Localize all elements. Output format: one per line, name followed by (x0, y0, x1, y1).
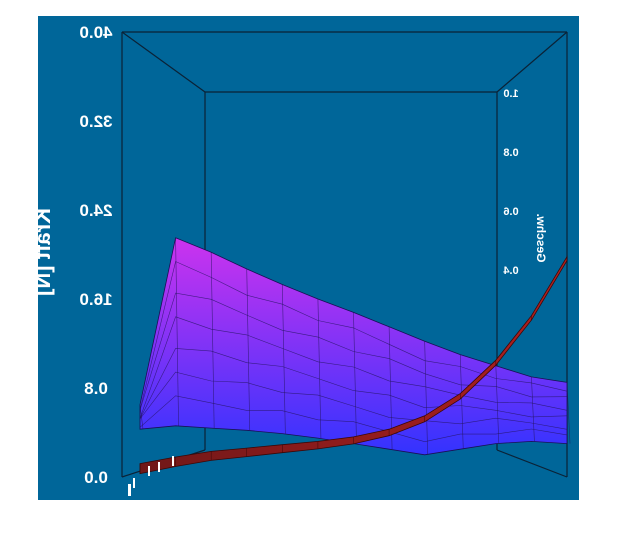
mesh-col-line (317, 298, 322, 439)
right-tick-label: 0.6 (503, 206, 518, 218)
frame-edge (121, 31, 206, 93)
mesh-col-line (210, 252, 215, 429)
mesh-row-line (139, 316, 568, 419)
small-mark (148, 466, 150, 476)
tick-labels: 0.0 0.8 16.0 24.0 32.0 40.0 0.4 0.6 0.8 1.0 (79, 23, 518, 487)
small-mark (158, 462, 160, 472)
frame-edge (496, 449, 568, 478)
left-tick-label: 0.0 (84, 468, 108, 487)
left-axis-title: Kraft [N] (30, 208, 55, 296)
small-mark (133, 478, 135, 488)
frame-edge (496, 31, 568, 93)
mesh-row-line (139, 371, 568, 430)
mesh-row-line (139, 292, 568, 411)
small-mark (128, 484, 131, 496)
left-tick-label: 16.0 (79, 290, 112, 309)
right-axis-title: Geschw. (534, 214, 548, 263)
mesh-col-line (495, 365, 500, 444)
right-tick-label: 0.8 (503, 147, 518, 159)
mesh-row-line (139, 395, 568, 443)
left-tick-label: 40.0 (79, 23, 112, 42)
surface-purple-blue (139, 237, 568, 456)
mesh-col-line (531, 376, 535, 442)
mesh-col-line (139, 404, 144, 430)
mesh-col-line (353, 312, 357, 444)
right-tick-label: 0.4 (502, 265, 518, 277)
mesh-row-line (139, 348, 568, 419)
mesh-row-line (139, 261, 568, 410)
mesh-col-line (246, 268, 251, 431)
mesh-col-line (282, 284, 286, 434)
mesh-col-line (424, 341, 428, 455)
mesh-col-line (566, 382, 571, 444)
left-tick-label: 0.8 (84, 379, 108, 398)
mesh-col-line (459, 354, 464, 450)
small-mark (172, 456, 174, 466)
left-tick-label: 24.0 (79, 201, 112, 220)
left-tick-label: 32.0 (79, 112, 112, 131)
surface-layer (139, 237, 571, 475)
right-tick-label: 1.0 (503, 88, 518, 100)
small-marks (128, 456, 174, 496)
mesh-col-line (175, 237, 179, 426)
